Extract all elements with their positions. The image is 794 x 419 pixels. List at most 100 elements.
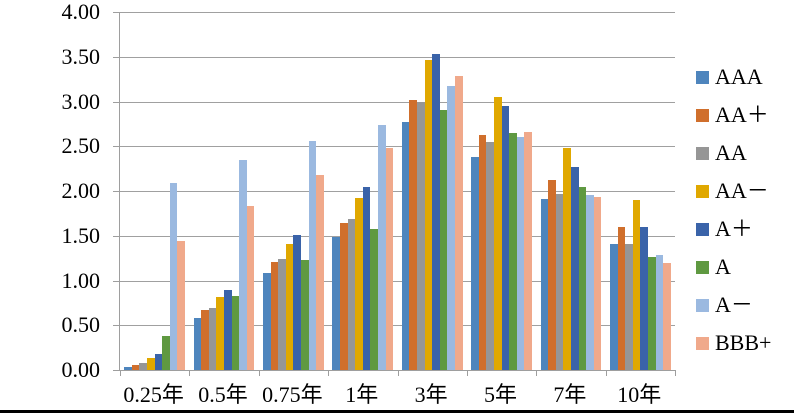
x-axis-tick [397, 370, 399, 376]
bar-s4-c3 [362, 187, 371, 370]
bar-s6-c2 [308, 140, 317, 370]
bar-s4-c6 [570, 166, 579, 370]
x-axis-tick [258, 370, 260, 376]
bar-s7-c4 [454, 76, 463, 370]
legend-label: A－ [715, 292, 753, 317]
plot-area [113, 12, 676, 376]
legend-item-6: A－ [696, 292, 771, 318]
x-axis-tick [605, 370, 607, 376]
bar-s6-c7 [655, 255, 664, 370]
bar-s5-c5 [509, 132, 517, 370]
legend-swatch-icon [696, 184, 709, 198]
x-axis-label: 5年 [484, 382, 518, 407]
legend-item-2: AA [696, 140, 771, 166]
bar-s1-c7 [617, 226, 626, 370]
x-axis-tick [189, 370, 191, 376]
legend-label: AA [715, 140, 747, 165]
bar-s4-c0 [154, 353, 163, 370]
bar-s6-c4 [447, 86, 455, 370]
bar-s3-c6 [563, 148, 571, 370]
bar-s7-c1 [246, 206, 255, 370]
y-axis-tick [113, 146, 120, 148]
bar-s4-c2 [293, 234, 302, 370]
legend-swatch-icon [696, 336, 709, 350]
y-axis-label: 1.00 [61, 267, 101, 293]
legend-item-0: AAA [696, 64, 771, 90]
x-axis-label: 7年 [553, 382, 587, 407]
legend-swatch-icon [696, 298, 709, 312]
bar-s4-c1 [224, 290, 232, 370]
bar-s2-c0 [139, 362, 148, 370]
bar-s0-c4 [401, 122, 410, 370]
bar-s3-c5 [493, 97, 502, 370]
y-gridline [120, 191, 675, 192]
y-axis-label: 3.50 [61, 43, 101, 69]
y-gridline [120, 146, 675, 148]
y-axis-label: 2.00 [61, 178, 101, 203]
y-gridline [120, 101, 675, 103]
y-axis-tick [113, 235, 120, 237]
bar-s5-c1 [231, 295, 240, 370]
bar-s7-c3 [385, 148, 394, 370]
y-gridline [120, 325, 675, 327]
bar-s0-c2 [263, 273, 271, 370]
x-axis-label: 10年 [617, 382, 662, 407]
bar-s0-c0 [124, 367, 132, 370]
document-rule [0, 410, 794, 413]
y-axis-tick [113, 12, 120, 13]
bar-s5-c2 [301, 259, 309, 370]
legend-item-5: A [696, 254, 771, 280]
legend-item-1: AA＋ [696, 102, 771, 128]
legend-swatch-icon [696, 108, 709, 122]
bar-s1-c1 [201, 310, 209, 370]
legend-swatch-icon [696, 146, 709, 160]
bar-s4-c7 [640, 226, 648, 370]
bar-s7-c7 [663, 263, 671, 370]
x-axis-tick [328, 370, 330, 376]
legend-label: AA＋ [715, 102, 769, 127]
bar-s5-c3 [370, 228, 378, 370]
y-gridline [120, 12, 675, 13]
bar-s3-c1 [216, 296, 225, 370]
y-axis-tick [113, 325, 120, 327]
bar-s7-c6 [593, 197, 602, 370]
y-axis-tick [113, 101, 120, 103]
bar-s2-c7 [625, 243, 633, 370]
bar-s6-c1 [239, 159, 247, 370]
bar-s0-c5 [471, 156, 479, 370]
bar-s7-c5 [524, 131, 532, 370]
bar-s3-c3 [355, 198, 363, 370]
bar-s1-c0 [131, 364, 140, 370]
bar-s1-c4 [409, 99, 417, 370]
bar-s6-c6 [586, 194, 594, 370]
y-axis-tick [113, 370, 120, 371]
y-gridline [120, 280, 675, 282]
legend-swatch-icon [696, 222, 709, 236]
legend-item-3: AA－ [696, 178, 771, 204]
bar-s5-c4 [439, 110, 448, 370]
legend: AAA AA＋ AA AA－ A＋ A A－ BBB+ [696, 64, 771, 368]
bar-s2-c1 [208, 308, 217, 370]
bar-s3-c0 [147, 358, 155, 370]
legend-label: AAA [715, 64, 763, 89]
y-axis-label: 0.00 [61, 357, 101, 382]
bar-s1-c3 [340, 223, 348, 370]
x-axis-label: 0.25年 [123, 382, 184, 407]
x-axis-tick [675, 370, 676, 376]
bar-s0-c7 [609, 243, 618, 370]
y-axis-label: 2.50 [61, 133, 101, 159]
legend-label: A [715, 254, 731, 279]
legend-swatch-icon [696, 70, 709, 84]
y-axis-label: 4.00 [61, 0, 101, 24]
bar-s7-c2 [316, 174, 324, 370]
legend-label: AA－ [715, 178, 769, 203]
x-axis-label: 0.75年 [262, 382, 323, 407]
bar-s7-c0 [177, 241, 186, 370]
bar-s6-c3 [378, 124, 386, 370]
bar-s0-c3 [332, 236, 340, 370]
bar-s1-c2 [270, 261, 279, 370]
x-axis-tick [120, 370, 121, 376]
bar-s6-c5 [516, 137, 525, 370]
bar-s3-c7 [632, 199, 641, 370]
